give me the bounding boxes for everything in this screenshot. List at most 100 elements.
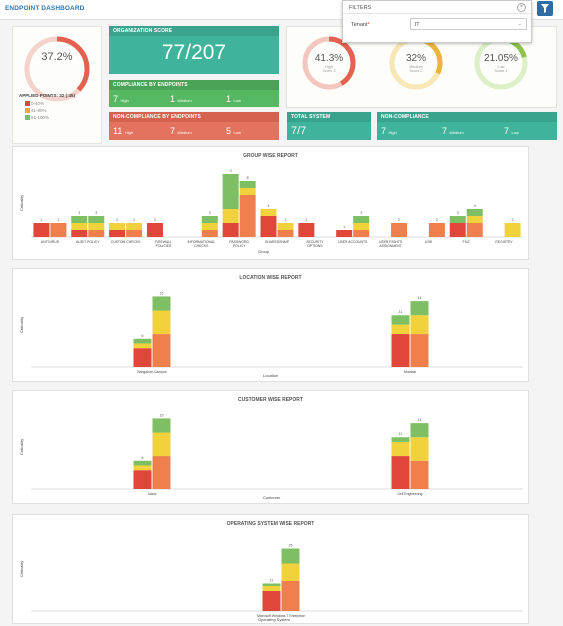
bar-segment[interactable] [410, 437, 429, 461]
bar-segment[interactable] [133, 465, 152, 471]
bar-segment[interactable] [152, 296, 171, 311]
donut-line2: Score 3 [322, 69, 335, 73]
bar-segment[interactable] [109, 230, 126, 237]
funnel-icon [541, 4, 549, 13]
bar-segment[interactable] [88, 223, 105, 230]
bar-segment[interactable] [449, 216, 466, 223]
bar-segment[interactable] [201, 216, 218, 223]
bar-segment[interactable] [466, 209, 483, 216]
bar-segment[interactable] [262, 583, 281, 587]
bar-segment[interactable] [239, 188, 256, 195]
bar-segment[interactable] [277, 223, 294, 230]
bar-segment[interactable] [133, 348, 152, 367]
bar-segment[interactable] [222, 174, 239, 209]
bar-segment[interactable] [88, 216, 105, 223]
bar-segment[interactable] [277, 230, 294, 237]
bar-segment[interactable] [222, 223, 239, 237]
bar-segment[interactable] [336, 230, 353, 237]
bar-segment[interactable] [260, 216, 277, 237]
bar-segment[interactable] [50, 223, 67, 237]
tenant-select[interactable]: IT ⌄ [410, 18, 527, 30]
bar-segment[interactable] [410, 423, 429, 438]
bar-value-label: 1 [343, 225, 345, 229]
bar-segment[interactable] [133, 460, 152, 466]
non-compliance-endpoints-header: NON-COMPLIANCE BY ENDPOINTS [109, 112, 279, 122]
total-system-tile: TOTAL SYSTEM 7/7 [287, 112, 371, 140]
donut-line2: Score 2 [409, 69, 422, 73]
bar-segment[interactable] [281, 548, 300, 564]
x-axis-label: Customer [263, 495, 281, 500]
category-tick-label: ANTIVIRUS [41, 240, 60, 244]
bar-segment[interactable] [71, 223, 88, 230]
category-tick-label: USER ACCOUNTS [338, 240, 368, 244]
bar-segment[interactable] [449, 223, 466, 237]
bar-segment[interactable] [152, 334, 171, 367]
bar-segment[interactable] [353, 223, 370, 230]
bar-segment[interactable] [222, 209, 239, 223]
legend-swatch [25, 115, 30, 120]
bar-segment[interactable] [152, 456, 171, 489]
compliance-medium: 1 Medium [170, 94, 192, 104]
bar-value-label: 11 [399, 432, 403, 436]
filters-header: FILTERS × [343, 1, 531, 14]
bar-segment[interactable] [71, 216, 88, 223]
bar-segment[interactable] [353, 230, 370, 237]
bar-segment[interactable] [391, 441, 410, 457]
bar-segment[interactable] [126, 223, 143, 230]
bar-segment[interactable] [281, 563, 300, 582]
bar-segment[interactable] [466, 216, 483, 223]
bar-segment[interactable] [201, 223, 218, 230]
bar-segment[interactable] [391, 223, 408, 237]
bar-segment[interactable] [410, 460, 429, 489]
bar-value-label: 2 [285, 218, 287, 222]
customer-wise-report: CUSTOMER WISE REPORT 6 15 Adani 11 14 Dell En… [12, 390, 529, 504]
bar-segment[interactable] [391, 334, 410, 367]
bar-segment[interactable] [146, 223, 163, 237]
non-compliance-medium: 7 Medium [442, 126, 464, 136]
bar-segment[interactable] [133, 338, 152, 344]
non-compliance-endpoints-medium: 7 Medium [170, 126, 192, 136]
bar-segment[interactable] [391, 315, 410, 325]
bar-segment[interactable] [133, 343, 152, 349]
bar-segment[interactable] [298, 223, 315, 237]
applied-points-percent: 37.2% [41, 51, 73, 63]
total-system-value: 7/7 [291, 125, 307, 137]
bar-segment[interactable] [410, 315, 429, 335]
legend-item-high-range: 81-100% [25, 115, 49, 120]
bar-value-label: 2 [40, 218, 42, 222]
bar-segment[interactable] [33, 223, 50, 237]
bar-value-label: 11 [270, 579, 274, 583]
bar-segment[interactable] [391, 456, 410, 489]
bar-segment[interactable] [201, 230, 218, 237]
bar-segment[interactable] [152, 310, 171, 335]
bar-segment[interactable] [353, 216, 370, 223]
bar-segment[interactable] [126, 230, 143, 237]
bar-segment[interactable] [71, 230, 88, 237]
bar-segment[interactable] [239, 195, 256, 237]
bar-segment[interactable] [410, 334, 429, 367]
bar-segment[interactable] [152, 418, 171, 433]
bar-segment[interactable] [410, 301, 429, 316]
bar-segment[interactable] [262, 586, 281, 591]
bar-segment[interactable] [260, 209, 277, 216]
close-icon[interactable]: × [517, 3, 526, 12]
bar-segment[interactable] [504, 223, 521, 237]
bar-segment[interactable] [466, 223, 483, 237]
bar-segment[interactable] [239, 181, 256, 188]
bar-segment[interactable] [391, 324, 410, 335]
bar-segment[interactable] [428, 223, 445, 237]
bar-segment[interactable] [391, 437, 410, 442]
bar-segment[interactable] [88, 230, 105, 237]
bar-segment[interactable] [133, 470, 152, 489]
non-compliance-endpoints-high: 11 High [113, 126, 134, 136]
bar-segment[interactable] [152, 432, 171, 457]
donut-percent: 32% [406, 53, 426, 64]
bar-segment[interactable] [109, 223, 126, 230]
filter-button[interactable] [537, 1, 553, 16]
location-wise-report: LOCATION WISE REPORT 6 15 Bangalore-Campus… [12, 268, 529, 382]
legend-item-mid-range: 41-80% [25, 108, 47, 113]
operating-system-wise-report: OPERATING SYSTEM WISE REPORT 11 25 Microso… [12, 514, 529, 624]
bar-segment[interactable] [281, 581, 300, 611]
bar-segment[interactable] [262, 591, 281, 611]
